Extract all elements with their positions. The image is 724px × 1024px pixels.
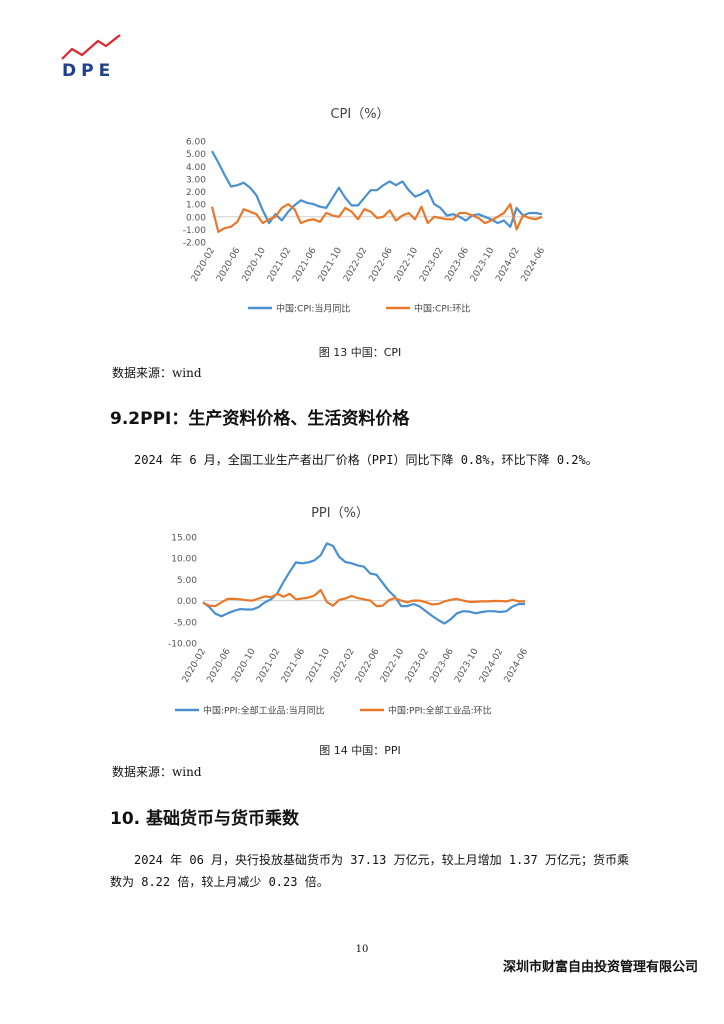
ppi-x-tick-label: 2024-06 bbox=[503, 647, 531, 685]
ppi-x-tick: 2020-02 bbox=[181, 647, 208, 685]
ppi-legend-label-2: 中国:PPI:全部工业品:环比 bbox=[388, 705, 492, 717]
ppi-series-line-2 bbox=[202, 588, 525, 608]
ppi-legend-label-1: 中国:PPI:全部工业品:当月同比 bbox=[203, 705, 325, 717]
ppi-chart-title: PPI（%） bbox=[311, 506, 369, 521]
money-paragraph: 2024 年 06 月，央行投放基础货币为 37.13 万亿元，较上月增加 1.… bbox=[110, 853, 629, 889]
ppi-x-tick: 2023-06 bbox=[428, 647, 456, 685]
cpi-y-tick-label: 0.00 bbox=[186, 213, 206, 223]
ppi-x-tick-label: 2023-10 bbox=[453, 647, 481, 685]
cpi-x-tick: 2023-06 bbox=[444, 246, 472, 284]
cpi-x-tick-label: 2021-10 bbox=[317, 246, 345, 284]
cpi-y-tick-label: 3.00 bbox=[186, 175, 206, 185]
cpi-x-tick-label: 2023-02 bbox=[418, 246, 445, 284]
cpi-y-tick-label: 1.00 bbox=[186, 201, 206, 211]
ppi-x-tick-label: 2023-06 bbox=[428, 647, 456, 685]
ppi-x-tick: 2023-02 bbox=[404, 647, 431, 685]
ppi-y-tick-label: -10.00 bbox=[168, 640, 197, 650]
ppi-paragraph: 2024 年 6 月，全国工业生产者出厂价格（PPI）同比下降 0.8%，环比下… bbox=[134, 453, 598, 467]
cpi-y-tick-label: 6.00 bbox=[186, 138, 206, 148]
cpi-x-tick-label: 2020-06 bbox=[215, 246, 243, 284]
ppi-x-tick-label: 2020-02 bbox=[181, 647, 208, 685]
ppi-y-tick-label: -5.00 bbox=[174, 618, 198, 628]
ppi-x-tick-label: 2021-02 bbox=[255, 647, 282, 685]
cpi-y-tick-label: 2.00 bbox=[186, 188, 206, 198]
ppi-x-tick: 2022-06 bbox=[354, 647, 382, 685]
ppi-x-tick-label: 2022-06 bbox=[354, 647, 382, 685]
ppi-x-tick: 2021-10 bbox=[305, 647, 333, 685]
cpi-x-tick-label: 2024-06 bbox=[520, 246, 548, 284]
ppi-x-tick: 2021-06 bbox=[280, 647, 308, 685]
cpi-y-tick-label: 5.00 bbox=[186, 150, 206, 160]
cpi-x-tick: 2021-06 bbox=[291, 246, 319, 284]
ppi-source: 数据来源：wind bbox=[112, 765, 202, 779]
ppi-y-tick-label: 10.00 bbox=[171, 555, 197, 565]
ppi-x-tick: 2021-02 bbox=[255, 647, 282, 685]
cpi-chart-title: CPI（%） bbox=[330, 107, 390, 122]
cpi-x-tick: 2022-06 bbox=[367, 246, 395, 284]
ppi-x-tick-label: 2020-10 bbox=[230, 647, 258, 685]
cpi-caption: 图 13 中国：CPI bbox=[318, 346, 402, 359]
cpi-x-tick-label: 2024-02 bbox=[494, 246, 521, 284]
cpi-legend-label-1: 中国:CPI:当月同比 bbox=[276, 303, 350, 315]
cpi-x-tick: 2020-06 bbox=[215, 246, 243, 284]
money-section-heading: 10. 基础货币与货币乘数 bbox=[110, 809, 300, 829]
cpi-x-tick-label: 2022-06 bbox=[367, 246, 395, 284]
cpi-x-tick-label: 2022-10 bbox=[393, 246, 421, 284]
ppi-x-tick: 2022-02 bbox=[329, 647, 356, 685]
ppi-x-tick: 2022-10 bbox=[379, 647, 407, 685]
cpi-y-tick-label: -2.00 bbox=[183, 239, 207, 249]
company-logo: DPE bbox=[60, 33, 130, 83]
ppi-x-tick-label: 2022-10 bbox=[379, 647, 407, 685]
ppi-x-tick-label: 2022-02 bbox=[329, 647, 356, 685]
cpi-x-tick: 2024-06 bbox=[520, 246, 548, 284]
ppi-series-line-1 bbox=[202, 542, 525, 625]
cpi-series-line-2 bbox=[210, 202, 543, 234]
cpi-x-tick-label: 2021-02 bbox=[266, 246, 293, 284]
cpi-y-tick-label: -1.00 bbox=[183, 226, 207, 236]
cpi-x-tick-label: 2022-02 bbox=[342, 246, 369, 284]
ppi-x-tick-label: 2023-02 bbox=[404, 647, 431, 685]
page-number: 10 bbox=[355, 944, 369, 955]
ppi-x-tick-label: 2020-06 bbox=[206, 647, 234, 685]
ppi-caption: 图 14 中国：PPI bbox=[319, 744, 401, 757]
cpi-x-tick: 2024-02 bbox=[494, 246, 521, 284]
cpi-source: 数据来源：wind bbox=[112, 366, 202, 380]
cpi-x-tick: 2021-02 bbox=[266, 246, 293, 284]
cpi-x-tick-label: 2023-06 bbox=[444, 246, 472, 284]
ppi-y-tick-label: 0.00 bbox=[177, 597, 197, 607]
cpi-x-tick-label: 2023-10 bbox=[469, 246, 497, 284]
logo-text: DPE bbox=[62, 61, 116, 81]
cpi-series-line-1 bbox=[211, 150, 543, 228]
ppi-chart: 15.0010.005.000.00-5.00-10.002020-022020… bbox=[168, 534, 531, 717]
cpi-x-tick: 2023-02 bbox=[418, 246, 445, 284]
ppi-section-heading: 9.2PPI：生产资料价格、生活资料价格 bbox=[110, 409, 410, 429]
ppi-x-tick: 2024-06 bbox=[503, 647, 531, 685]
ppi-x-tick-label: 2021-06 bbox=[280, 647, 308, 685]
ppi-y-tick-label: 15.00 bbox=[171, 534, 197, 544]
ppi-x-tick: 2020-06 bbox=[206, 647, 234, 685]
cpi-x-tick: 2020-02 bbox=[190, 246, 217, 284]
ppi-y-tick-label: 5.00 bbox=[177, 576, 197, 586]
ppi-x-tick: 2023-10 bbox=[453, 647, 481, 685]
cpi-chart: 6.005.004.003.002.001.000.00-1.00-2.0020… bbox=[183, 138, 548, 315]
cpi-x-tick: 2022-10 bbox=[393, 246, 421, 284]
cpi-y-tick-label: 4.00 bbox=[186, 163, 206, 173]
cpi-x-tick: 2021-10 bbox=[317, 246, 345, 284]
ppi-x-tick-label: 2024-02 bbox=[478, 647, 505, 685]
cpi-x-tick-label: 2020-10 bbox=[241, 246, 269, 284]
cpi-x-tick: 2020-10 bbox=[241, 246, 269, 284]
cpi-legend-label-2: 中国:CPI:环比 bbox=[414, 303, 470, 315]
logo-zigzag-icon bbox=[61, 34, 121, 60]
ppi-x-tick-label: 2021-10 bbox=[305, 647, 333, 685]
company-name: 深圳市财富自由投资管理有限公司 bbox=[502, 960, 698, 975]
cpi-x-tick-label: 2020-02 bbox=[190, 246, 217, 284]
cpi-x-tick-label: 2021-06 bbox=[291, 246, 319, 284]
cpi-x-tick: 2022-02 bbox=[342, 246, 369, 284]
ppi-x-tick: 2020-10 bbox=[230, 647, 258, 685]
cpi-x-tick: 2023-10 bbox=[469, 246, 497, 284]
ppi-x-tick: 2024-02 bbox=[478, 647, 505, 685]
